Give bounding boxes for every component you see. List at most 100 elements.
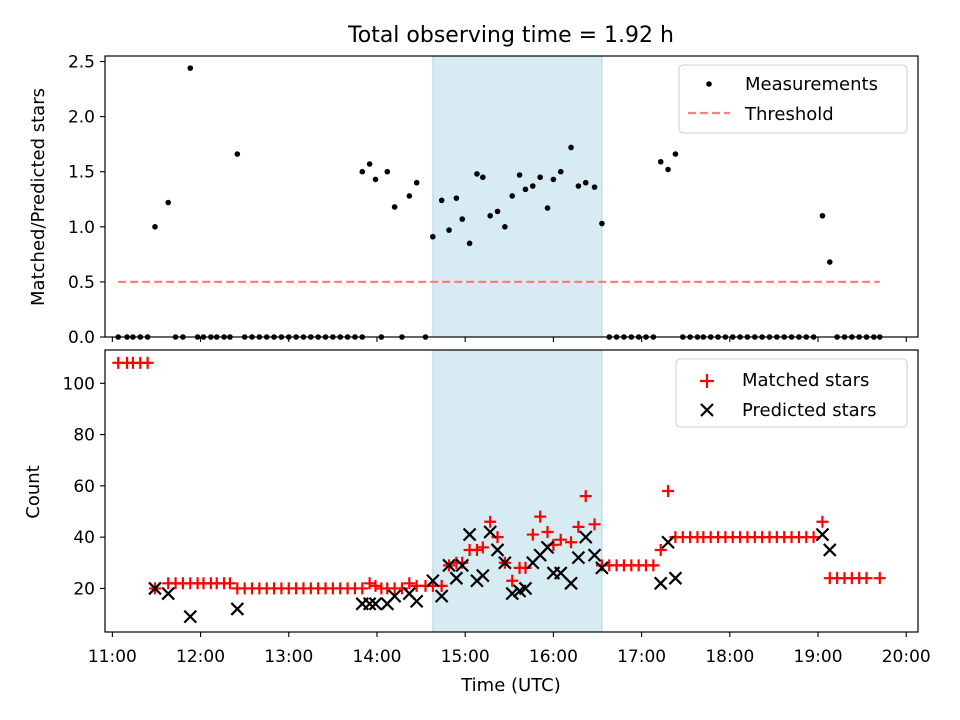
x-tick-label: 11:00 (88, 647, 137, 667)
legend-measurements-label: Measurements (745, 74, 878, 95)
matched-stars-point (519, 561, 532, 574)
predicted-stars-point (578, 530, 593, 544)
matched-stars-point (470, 543, 483, 556)
predicted-stars-point (661, 535, 675, 550)
measurement-point (672, 151, 679, 157)
top-legend-box (678, 64, 908, 134)
matched-stars-point (506, 574, 519, 587)
measurement-point (459, 216, 466, 222)
predicted-stars-point (823, 543, 837, 557)
measurement-point (516, 172, 523, 178)
bottom-x-axis-label: Time (UTC) (460, 675, 561, 696)
predicted-stars-point (230, 602, 245, 616)
measurement-point (665, 166, 671, 173)
measurement-point (550, 176, 557, 183)
top-x-axis (111, 337, 907, 342)
measurement-point (826, 259, 833, 265)
measurement-point (391, 204, 398, 210)
matched-stars-point (395, 582, 408, 595)
matched-stars-point (873, 572, 886, 585)
measurement-point (494, 208, 501, 215)
predicted-stars-point (449, 571, 464, 585)
bottom-y-tick-label: 100 (63, 374, 95, 394)
matched-stars-point (647, 559, 660, 572)
predicted-stars-point (426, 573, 440, 588)
x-tick-label: 18:00 (705, 647, 754, 667)
top-y-axis: 0.0 0.5 1.0 1.5 2.0 2.5 (68, 53, 105, 348)
legend-matched-marker (700, 374, 714, 388)
measurement-point (165, 199, 172, 206)
predicted-stars-point (540, 540, 555, 555)
bottom-legend-box (675, 358, 908, 428)
x-tick-label: 12:00 (176, 647, 225, 667)
measurement-point (509, 193, 516, 199)
predicted-stars-point (409, 594, 424, 609)
measurement-point (530, 183, 536, 189)
matched-stars-point (579, 490, 592, 503)
figure-title: Total observing time = 1.92 h (347, 23, 674, 48)
bottom-y-axis: 20 40 60 80 100 (63, 374, 105, 599)
legend-matched-label: Matched stars (742, 370, 869, 391)
measurement-point (466, 240, 473, 247)
legend-predicted-marker (700, 403, 714, 417)
measurement-point (406, 193, 413, 199)
measurement-point (453, 195, 460, 201)
measurement-point (384, 168, 391, 175)
predicted-stars-point (571, 550, 586, 565)
predicted-stars-point (148, 581, 162, 596)
predicted-stars-point (490, 543, 505, 557)
bottom-y-tick-label: 40 (73, 528, 95, 548)
matched-stars-point (534, 510, 547, 523)
matched-stars-point (484, 515, 497, 528)
top-y-axis-label: Matched/Predicted stars (28, 88, 49, 306)
x-tick-label: 16:00 (529, 647, 578, 667)
measurement-point (430, 233, 436, 240)
matched-stars-point (223, 577, 236, 590)
measurement-point (568, 144, 574, 151)
matched-stars-point (476, 541, 489, 554)
measurement-point (359, 168, 366, 175)
matched-stars-point (588, 518, 601, 531)
top-y-tick-label: 2.5 (68, 53, 95, 73)
top-legend: Measurements Threshold (678, 64, 908, 134)
x-tick-label: 20:00 (882, 647, 931, 667)
predicted-stars-point (362, 597, 377, 611)
measurement-point (474, 171, 480, 177)
measurement-point (557, 168, 564, 175)
top-y-tick-label: 0.5 (68, 273, 95, 293)
predicted-stars-point (183, 609, 198, 624)
predicted-stars-point (442, 558, 456, 573)
top-y-tick-label: 1.5 (68, 163, 95, 183)
predicted-stars-point (564, 576, 578, 591)
measurement-point (234, 151, 241, 157)
predicted-stars-point (653, 576, 668, 591)
legend-predicted-label: Predicted stars (742, 400, 876, 421)
predicted-stars-point (434, 589, 449, 603)
predicted-stars-point (455, 558, 470, 573)
bottom-plot-area (112, 349, 886, 633)
matched-stars-point (491, 531, 504, 544)
matched-stars-point (572, 520, 585, 533)
predicted-stars-point (476, 568, 490, 583)
predicted-stars-point (368, 597, 383, 611)
matched-stars-point (363, 577, 376, 590)
predicted-stars-point (553, 566, 568, 580)
measurement-point (187, 65, 194, 71)
predicted-stars-point (518, 581, 533, 596)
measurement-point (575, 183, 582, 189)
measurement-point (487, 212, 493, 219)
measurement-point (480, 174, 486, 181)
matched-stars-point (526, 528, 539, 541)
bottom-y-tick-label: 60 (73, 477, 95, 497)
matched-stars-point (403, 577, 416, 590)
measurement-point (591, 184, 598, 190)
matched-stars-point (860, 572, 873, 585)
measurement-point (366, 161, 373, 167)
legend-threshold-label: Threshold (744, 104, 834, 125)
top-y-tick-label: 2.0 (68, 108, 95, 128)
bottom-y-axis-label: Count (23, 465, 44, 518)
bottom-y-tick-label: 20 (73, 579, 95, 599)
predicted-stars-point (815, 527, 830, 542)
bottom-x-axis: 11:00 12:00 13:00 14:00 15:00 16:00 17:00 18:00… (88, 632, 931, 667)
